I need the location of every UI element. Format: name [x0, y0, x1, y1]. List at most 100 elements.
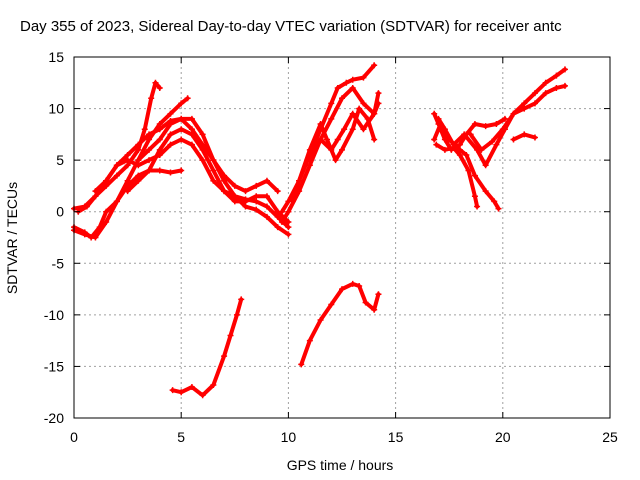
data-point	[495, 205, 502, 212]
data-point	[81, 231, 88, 238]
data-point	[210, 177, 217, 184]
data-point	[274, 213, 281, 220]
data-point	[317, 317, 324, 324]
data-point	[306, 162, 313, 169]
data-point	[253, 206, 260, 213]
data-series	[71, 62, 568, 399]
data-point	[328, 301, 335, 308]
data-point	[135, 157, 142, 164]
data-point	[148, 95, 155, 102]
series-track-6	[124, 126, 292, 226]
data-point	[349, 280, 356, 287]
data-point	[210, 167, 217, 174]
data-point	[135, 146, 142, 153]
data-point	[356, 282, 363, 289]
data-point	[531, 134, 538, 141]
data-point	[289, 198, 296, 205]
data-point	[521, 100, 528, 107]
data-point	[349, 110, 356, 117]
data-point	[360, 126, 367, 133]
data-point	[253, 198, 260, 205]
data-point	[431, 110, 438, 117]
data-point	[306, 337, 313, 344]
data-point	[482, 123, 489, 130]
y-tick-labels: -20 -15 -10 -5 0 5 10 15	[44, 49, 64, 426]
y-tick-label: 15	[48, 49, 64, 65]
data-point	[349, 76, 356, 83]
data-point	[113, 172, 120, 179]
data-point	[371, 110, 378, 117]
data-point	[553, 84, 560, 91]
data-point	[306, 146, 313, 153]
data-point	[167, 141, 174, 148]
data-point	[167, 169, 174, 176]
data-point	[103, 208, 110, 215]
data-point	[328, 146, 335, 153]
data-point	[317, 136, 324, 143]
data-point	[433, 141, 440, 148]
data-point	[221, 188, 228, 195]
data-point	[499, 126, 506, 133]
data-point	[441, 146, 448, 153]
data-point	[435, 115, 442, 122]
data-point	[531, 90, 538, 97]
data-point	[124, 157, 131, 164]
data-point	[156, 146, 163, 153]
data-point	[531, 100, 538, 107]
x-tick-label: 20	[495, 429, 511, 445]
x-tick-labels: 0 5 10 15 20 25	[70, 429, 618, 445]
data-point	[238, 296, 245, 303]
data-point	[471, 121, 478, 128]
data-point	[253, 182, 260, 189]
data-point	[263, 193, 270, 200]
data-point	[253, 193, 260, 200]
x-tick-label: 15	[388, 429, 404, 445]
data-point	[306, 157, 313, 164]
data-point	[231, 198, 238, 205]
data-point	[146, 136, 153, 143]
data-point	[124, 162, 131, 169]
data-point	[298, 361, 305, 368]
data-point	[349, 84, 356, 91]
x-tick-label: 25	[602, 429, 618, 445]
data-point	[521, 105, 528, 112]
series-track-17	[510, 131, 538, 143]
data-point	[188, 115, 195, 122]
data-point	[491, 198, 498, 205]
data-point	[146, 157, 153, 164]
data-point	[231, 193, 238, 200]
data-point	[152, 79, 159, 86]
data-point	[371, 62, 378, 69]
data-point	[482, 162, 489, 169]
series-line	[432, 111, 507, 152]
data-point	[278, 219, 285, 226]
data-point	[146, 146, 153, 153]
data-point	[371, 136, 378, 143]
data-point	[328, 115, 335, 122]
data-point	[263, 213, 270, 220]
series-track-19	[298, 280, 382, 368]
data-point	[474, 203, 481, 210]
series-track-15	[435, 66, 568, 169]
data-point	[188, 141, 195, 148]
series-line	[468, 83, 567, 152]
data-point	[188, 384, 195, 391]
data-point	[184, 95, 191, 102]
data-point	[210, 381, 217, 388]
axis-ticks	[73, 56, 611, 419]
y-tick-label: 0	[56, 204, 64, 220]
data-point	[285, 219, 292, 226]
data-point	[296, 177, 303, 184]
data-point	[332, 157, 339, 164]
data-point	[103, 219, 110, 226]
data-point	[274, 224, 281, 231]
data-point	[92, 188, 99, 195]
data-point	[242, 188, 249, 195]
data-point	[542, 79, 549, 86]
series-line	[434, 142, 480, 209]
data-point	[199, 131, 206, 138]
data-point	[328, 100, 335, 107]
data-point	[493, 141, 500, 148]
data-point	[263, 203, 270, 210]
